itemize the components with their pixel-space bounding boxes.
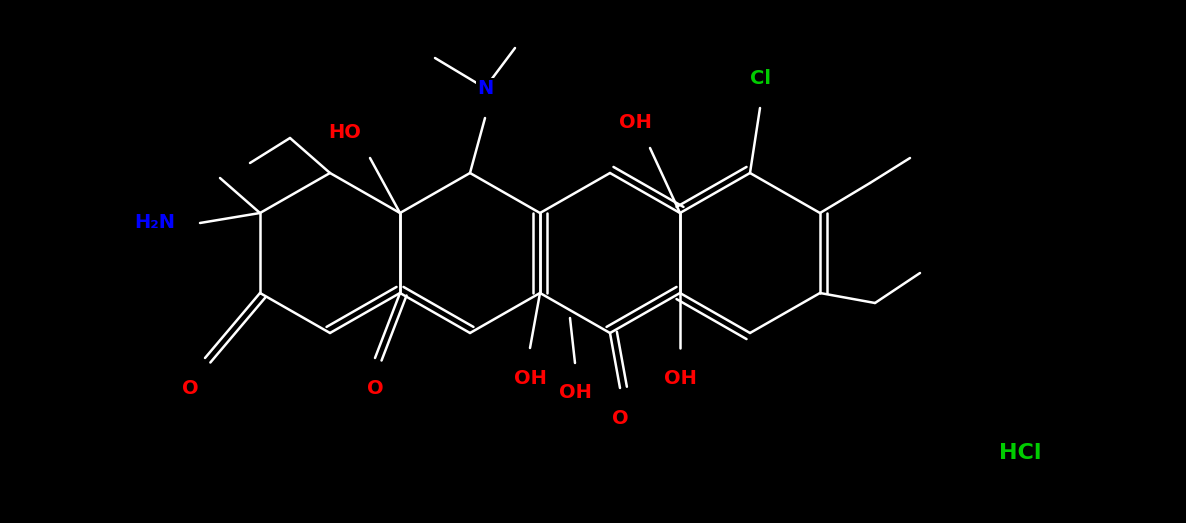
Text: O: O [366, 379, 383, 397]
Text: N: N [477, 78, 493, 97]
Text: O: O [181, 379, 198, 397]
Text: HCl: HCl [999, 443, 1041, 463]
Text: OH: OH [619, 113, 651, 132]
Text: OH: OH [559, 383, 592, 403]
Text: H₂N: H₂N [134, 213, 176, 233]
Text: OH: OH [514, 369, 547, 388]
Text: Cl: Cl [750, 69, 771, 87]
Text: OH: OH [663, 369, 696, 388]
Text: O: O [612, 408, 629, 427]
Text: HO: HO [329, 123, 362, 142]
